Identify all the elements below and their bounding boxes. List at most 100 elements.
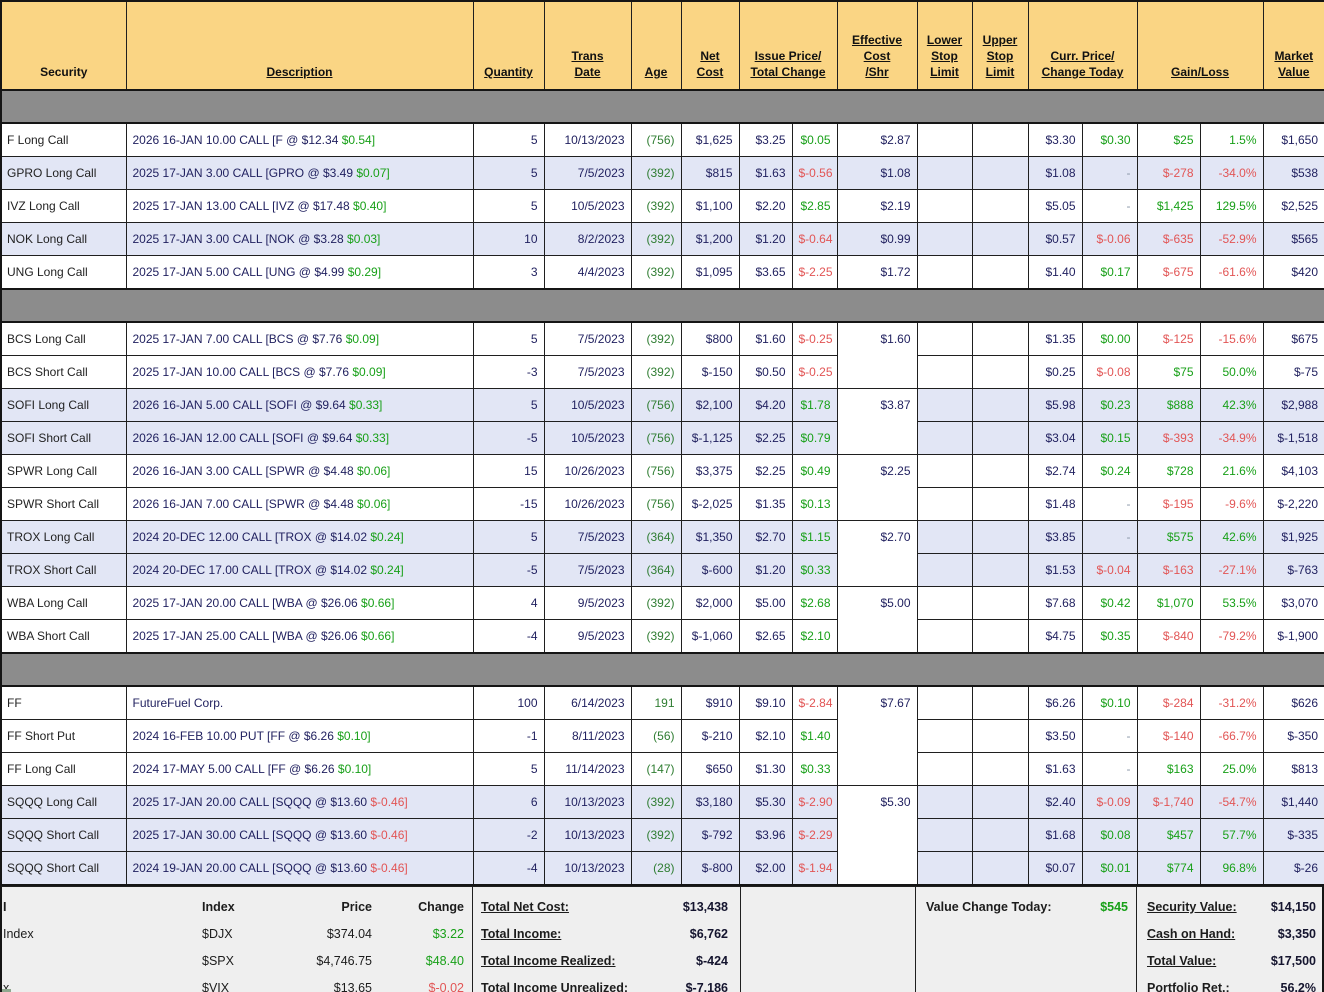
portfolio-label[interactable]: Portfolio Ret.: (1147, 981, 1230, 992)
portfolio-label[interactable]: Total Value: (1147, 954, 1217, 968)
total-label[interactable]: Total Net Cost: (481, 900, 569, 914)
cell-quantity: 6 (472, 785, 545, 819)
col-header-quantity[interactable]: Quantity (472, 0, 545, 91)
cell-change-today: $0.30 (1081, 122, 1138, 157)
cell-curr-price: $5.98 (1027, 388, 1083, 422)
cell-trans-date: 9/5/2023 (543, 586, 632, 620)
col-header-issue-price-total-change[interactable]: Issue Price/Total Change (738, 0, 838, 91)
description-text: 2025 17-JAN 25.00 CALL [WBA @ $26.06 (132, 629, 362, 643)
total-label[interactable]: Total Income Realized: (481, 954, 616, 968)
col-header-description[interactable]: Description (125, 0, 474, 91)
cell-upper-stop-limit (971, 189, 1029, 223)
underlying-change: $0.24] (370, 530, 404, 544)
position-row: SQQQ Long Call 2025 17-JAN 20.00 CALL [SQ… (0, 785, 1324, 886)
cell-change-today: - (1081, 189, 1138, 223)
cell-net-cost: $-800 (680, 851, 740, 886)
cell-age: (28) (630, 851, 682, 886)
cell-gain-loss: $1,425 (1136, 189, 1201, 223)
cell-curr-price: $2.74 (1027, 454, 1083, 488)
cell-net-cost: $-600 (680, 553, 740, 587)
cell-curr-price: $2.40 (1027, 785, 1083, 819)
cell-curr-price: $1.08 (1027, 156, 1083, 190)
cell-trans-date: 7/5/2023 (543, 553, 632, 587)
summary-footer: I Index Price Change Index $DJX $374.04 $3.22 $S… (0, 886, 1324, 992)
portfolio-row: Total Value: $17,500 (1137, 948, 1322, 975)
description-text: 2024 17-MAY 5.00 CALL [FF @ $6.26 (132, 762, 338, 776)
position-row: SQQQ Short Call 2025 17-JAN 30.00 CALL [S… (0, 818, 1324, 852)
cell-gain-loss: $728 (1136, 454, 1201, 488)
cell-lower-stop-limit (916, 685, 973, 720)
index-price: $374.04 (326, 927, 372, 941)
cell-market-value: $-763 (1262, 553, 1324, 587)
cell-market-value: $565 (1262, 222, 1324, 256)
total-value: $-7,186 (685, 981, 728, 992)
cell-age: (756) (630, 421, 682, 455)
cell-lower-stop-limit (916, 454, 973, 488)
portfolio-value: $3,350 (1277, 927, 1316, 941)
value-change-section: Value Change Today: $545 (915, 887, 1136, 992)
total-label[interactable]: Total Income Unrealized: (481, 981, 629, 992)
separator-band (1, 89, 1324, 124)
cell-net-cost: $1,625 (680, 122, 740, 157)
cell-quantity: -4 (472, 851, 545, 886)
cell-lower-stop-limit (916, 388, 973, 422)
cell-net-cost: $3,180 (680, 785, 740, 819)
cell-trans-date: 8/2/2023 (543, 222, 632, 256)
position-row: TROX Long Call 2024 20-DEC 12.00 CALL [TR… (0, 520, 1324, 587)
col-header-trans-date[interactable]: Trans Date (543, 0, 632, 91)
cell-security: IVZ Long Call (0, 189, 127, 223)
cell-description: 2026 16-JAN 5.00 CALL [SOFI @ $9.64 $0.3… (125, 388, 474, 422)
col-header-security[interactable]: Security (0, 0, 127, 91)
cell-security: SQQQ Long Call (0, 785, 127, 819)
portfolio-label[interactable]: Security Value: (1147, 900, 1237, 914)
description-text: 2026 16-JAN 5.00 CALL [SOFI @ $9.64 (132, 398, 350, 412)
col-header-gain-loss[interactable]: Gain/Loss (1136, 0, 1264, 91)
index-symbol: $VIX (202, 981, 230, 992)
cell-description: 2024 16-FEB 10.00 PUT [FF @ $6.26 $0.10] (125, 719, 474, 753)
col-header-curr-price-change-today[interactable]: Curr. Price/Change Today (1027, 0, 1138, 91)
cell-quantity: -5 (472, 421, 545, 455)
cell-issue-price: $1.30 (738, 752, 793, 786)
underlying-change: $-0.46] (370, 861, 408, 875)
cell-change-today: $-0.06 (1081, 222, 1138, 256)
col-header-market-value[interactable]: Market Value (1262, 0, 1324, 91)
cell-market-value: $1,650 (1262, 122, 1324, 157)
underlying-change: $0.24] (370, 563, 404, 577)
group-separator (1, 288, 1324, 323)
col-header-lower-stop-limit[interactable]: Lower Stop Limit (916, 0, 973, 91)
cell-quantity: 15 (472, 454, 545, 488)
underlying-change: $0.66] (361, 629, 395, 643)
cell-change-today: $0.42 (1081, 586, 1138, 620)
cell-gain-loss-pct: -34.0% (1199, 156, 1264, 190)
underlying-change: $0.06] (357, 497, 391, 511)
cell-gain-loss: $25 (1136, 122, 1201, 157)
description-text: 2026 16-JAN 7.00 CALL [SPWR @ $4.48 (132, 497, 358, 511)
value-change-label: Value Change Today: (926, 900, 1052, 914)
cell-gain-loss-pct: 129.5% (1199, 189, 1264, 223)
portfolio-label[interactable]: Cash on Hand: (1147, 927, 1236, 941)
cell-curr-price: $1.63 (1027, 752, 1083, 786)
index-row: x $VIX $13.65 $-0.02 (2, 975, 472, 992)
cell-change-today: - (1081, 752, 1138, 786)
cell-security: BCS Short Call (0, 355, 127, 389)
cell-market-value: $675 (1262, 321, 1324, 356)
cell-security: UNG Long Call (0, 255, 127, 290)
cell-trans-date: 10/13/2023 (543, 818, 632, 852)
position-row: BCS Long Call 2025 17-JAN 7.00 CALL [BCS … (0, 321, 1324, 389)
col-header-effective-cost-shr[interactable]: Effective Cost/Shr (836, 0, 918, 91)
col-header-age[interactable]: Age (630, 0, 682, 91)
underlying-change: $0.33] (349, 398, 383, 412)
underlying-change: $0.66] (361, 596, 395, 610)
cell-security: WBA Long Call (0, 586, 127, 620)
col-header-upper-stop-limit[interactable]: Upper Stop Limit (971, 0, 1029, 91)
col-header-net-cost[interactable]: Net Cost (680, 0, 740, 91)
total-label[interactable]: Total Income: (481, 927, 562, 941)
cell-issue-price: $4.20 (738, 388, 793, 422)
cell-upper-stop-limit (971, 520, 1029, 554)
cell-effective-cost: $2.25 (836, 454, 918, 521)
position-row: UNG Long Call 2025 17-JAN 5.00 CALL [UNG … (0, 255, 1324, 290)
cell-curr-price: $5.05 (1027, 189, 1083, 223)
cell-age: (756) (630, 122, 682, 157)
cell-market-value: $4,103 (1262, 454, 1324, 488)
